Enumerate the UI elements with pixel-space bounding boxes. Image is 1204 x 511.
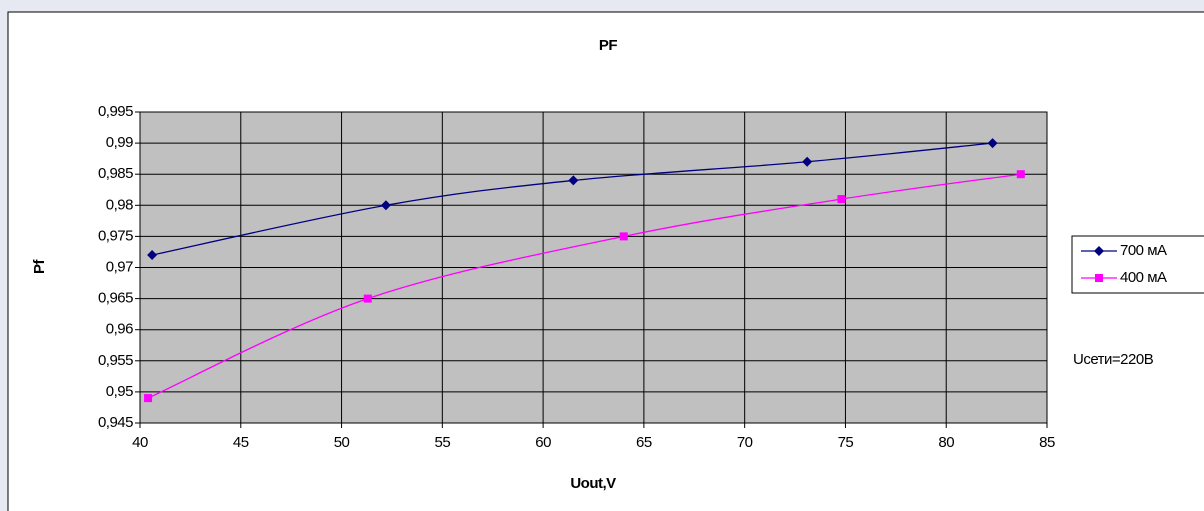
- marker: [1016, 170, 1025, 179]
- plot-border: [139, 111, 1048, 424]
- x-tick-label: 40: [132, 434, 148, 451]
- marker: [837, 195, 846, 204]
- legend-box: [1071, 235, 1204, 294]
- x-tick-label: 80: [938, 434, 954, 451]
- marker: [1094, 246, 1104, 256]
- marker: [363, 294, 372, 303]
- x-tick-label: 50: [334, 434, 350, 451]
- x-tick-label: 45: [233, 434, 249, 451]
- x-tick-label: 75: [838, 434, 854, 451]
- legend-label: 400 мА: [1120, 269, 1167, 286]
- x-tick-label: 85: [1039, 434, 1055, 451]
- marker: [380, 200, 391, 211]
- marker: [619, 232, 628, 241]
- series-line: [147, 173, 1021, 399]
- y-tick-label: 0,945: [98, 414, 133, 431]
- y-tick-label: 0,995: [98, 103, 133, 120]
- x-tick-label: 55: [434, 434, 450, 451]
- x-tick-label: 70: [737, 434, 753, 451]
- y-tick-label: 0,95: [106, 383, 133, 400]
- annotation: Uсети=220В: [1073, 351, 1154, 368]
- x-tick-label: 60: [535, 434, 551, 451]
- y-axis-title: Pf: [31, 258, 48, 274]
- marker: [802, 156, 813, 167]
- marker: [147, 250, 158, 261]
- legend-label: 700 мА: [1120, 242, 1167, 259]
- marker: [144, 394, 153, 403]
- chart-title: PF: [599, 37, 618, 54]
- y-tick-label: 0,97: [106, 258, 133, 275]
- marker: [987, 138, 998, 149]
- x-tick-label: 65: [636, 434, 652, 451]
- y-tick-label: 0,975: [98, 227, 133, 244]
- y-tick-label: 0,965: [98, 290, 133, 307]
- marker: [568, 175, 579, 186]
- y-tick-label: 0,98: [106, 196, 133, 213]
- y-tick-label: 0,99: [106, 134, 133, 151]
- y-tick-label: 0,955: [98, 352, 133, 369]
- x-axis-title: Uout,V: [570, 475, 616, 492]
- marker: [1095, 274, 1103, 282]
- y-tick-label: 0,985: [98, 165, 133, 182]
- y-tick-label: 0,96: [106, 321, 133, 338]
